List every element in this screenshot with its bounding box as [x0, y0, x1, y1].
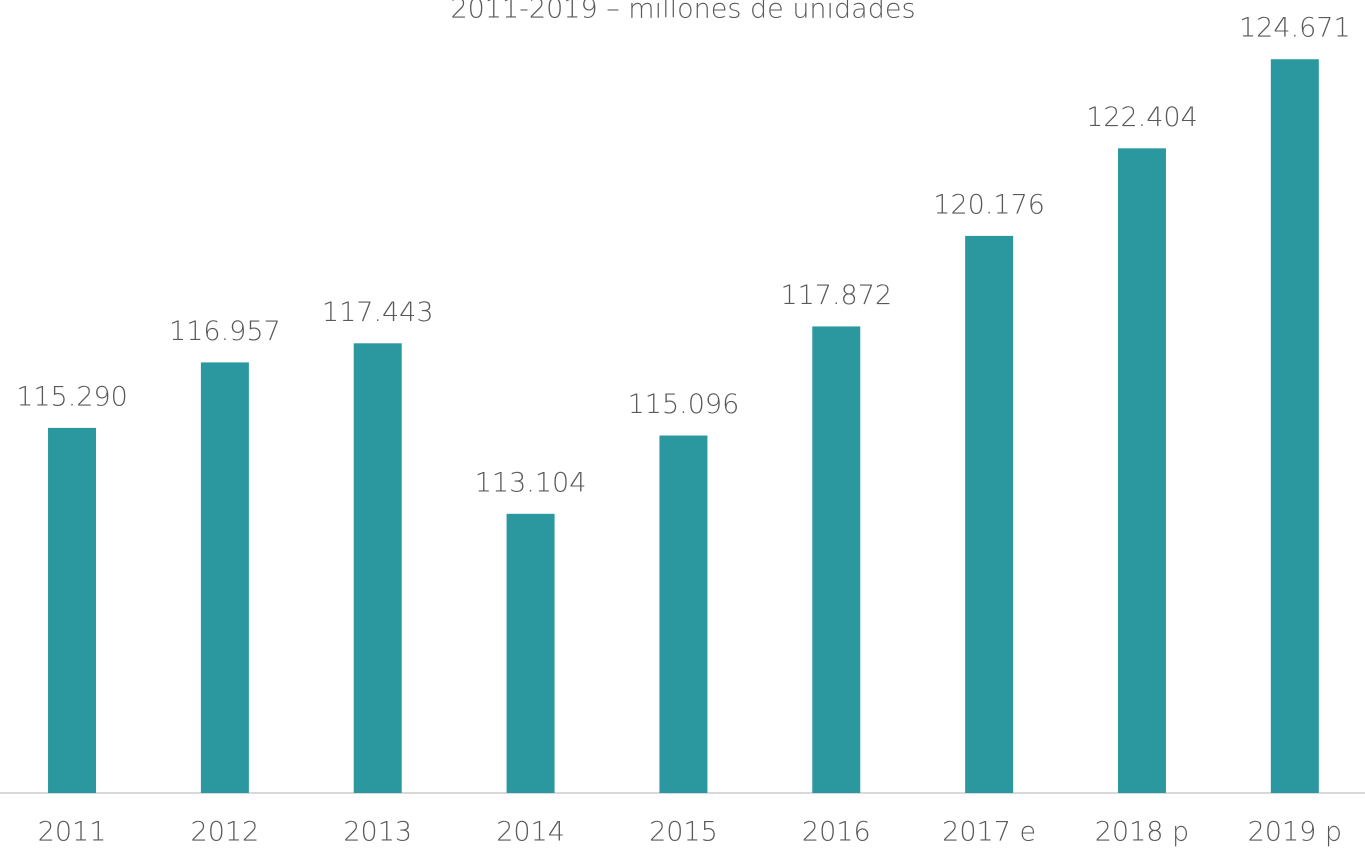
x-tick-label: 2013 — [343, 817, 412, 848]
x-tick-label: 2012 — [191, 817, 260, 848]
bar — [1117, 148, 1166, 793]
data-label: 116.957 — [169, 316, 281, 347]
data-label: 122.404 — [1086, 102, 1198, 133]
x-tick-label: 2011 — [38, 817, 107, 848]
x-tick-label: 2018 p — [1095, 817, 1189, 848]
bar — [1270, 59, 1319, 794]
chart-title: 2011-2019 – millones de unidades — [450, 0, 915, 25]
bar — [659, 435, 708, 793]
x-tick-label: 2017 e — [942, 817, 1036, 848]
data-label: 117.443 — [322, 297, 434, 328]
bar — [48, 427, 97, 793]
x-tick-label: 2015 — [649, 817, 718, 848]
bar — [506, 513, 555, 793]
x-tick-label: 2019 p — [1248, 817, 1342, 848]
data-label: 117.872 — [780, 280, 892, 311]
data-label: 120.176 — [933, 189, 1045, 220]
bar — [965, 235, 1014, 794]
x-tick-label: 2016 — [802, 817, 871, 848]
data-label: 113.104 — [475, 467, 587, 498]
data-label: 124.671 — [1239, 13, 1351, 44]
data-label: 115.096 — [628, 389, 740, 420]
bar — [200, 362, 249, 793]
bar — [812, 326, 861, 793]
data-label: 115.290 — [16, 381, 128, 412]
bar — [353, 343, 402, 793]
x-tick-label: 2014 — [496, 817, 565, 848]
